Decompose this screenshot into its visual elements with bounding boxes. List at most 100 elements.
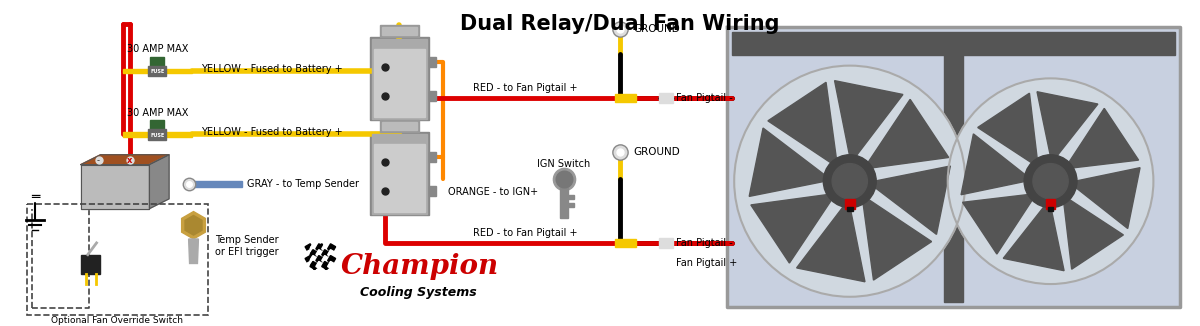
Text: YELLOW - Fused to Battery +: YELLOW - Fused to Battery + (202, 64, 343, 74)
Polygon shape (323, 261, 331, 270)
Polygon shape (863, 199, 931, 280)
Polygon shape (322, 261, 330, 270)
Polygon shape (323, 256, 331, 264)
Polygon shape (768, 82, 836, 164)
Polygon shape (978, 93, 1038, 164)
Text: GROUND: GROUND (634, 24, 680, 34)
Polygon shape (316, 256, 324, 264)
Polygon shape (328, 261, 336, 270)
Polygon shape (382, 123, 416, 130)
Polygon shape (614, 94, 636, 102)
Polygon shape (80, 165, 150, 209)
Polygon shape (428, 91, 437, 101)
Text: ═: ═ (31, 190, 40, 204)
Polygon shape (149, 66, 166, 76)
Polygon shape (834, 81, 902, 157)
Text: -: - (97, 156, 100, 165)
Text: Dual Relay/Dual Fan Wiring: Dual Relay/Dual Fan Wiring (460, 14, 779, 34)
Polygon shape (1045, 199, 1056, 209)
Polygon shape (370, 132, 428, 215)
Text: Fan Pigtail +: Fan Pigtail + (677, 258, 738, 268)
Polygon shape (150, 121, 164, 129)
Text: 30 AMP MAX: 30 AMP MAX (126, 108, 188, 118)
Polygon shape (372, 39, 427, 119)
Text: Champion: Champion (341, 253, 498, 280)
Polygon shape (150, 57, 164, 66)
Polygon shape (316, 244, 324, 252)
Polygon shape (797, 205, 865, 282)
Text: Optional Fan Override Switch: Optional Fan Override Switch (52, 316, 184, 325)
Text: GROUND: GROUND (634, 147, 680, 157)
Text: YELLOW - Fused to Battery +: YELLOW - Fused to Battery + (202, 127, 343, 137)
Polygon shape (311, 256, 319, 264)
Polygon shape (322, 256, 330, 264)
Polygon shape (311, 250, 319, 258)
Text: Temp Sender
or EFI trigger: Temp Sender or EFI trigger (215, 235, 278, 257)
Polygon shape (727, 27, 1180, 306)
Polygon shape (1074, 168, 1140, 229)
Polygon shape (749, 128, 826, 196)
Polygon shape (1003, 205, 1064, 271)
Polygon shape (193, 181, 242, 187)
Polygon shape (188, 239, 198, 263)
Circle shape (948, 78, 1153, 284)
Polygon shape (328, 256, 336, 264)
Polygon shape (428, 186, 437, 196)
Polygon shape (874, 166, 950, 234)
Text: Cooling Systems: Cooling Systems (360, 286, 476, 299)
Circle shape (1033, 164, 1068, 199)
Polygon shape (328, 244, 336, 252)
Polygon shape (428, 57, 437, 67)
Polygon shape (614, 239, 636, 247)
Text: x: x (127, 156, 132, 165)
Polygon shape (305, 244, 313, 252)
Polygon shape (181, 212, 205, 239)
Polygon shape (166, 132, 192, 137)
Polygon shape (317, 244, 325, 252)
Polygon shape (185, 215, 202, 235)
Text: FUSE: FUSE (150, 69, 164, 74)
Circle shape (734, 66, 965, 297)
Text: RED - to Fan Pigtail +: RED - to Fan Pigtail + (473, 83, 577, 93)
Text: 30 AMP MAX: 30 AMP MAX (126, 44, 188, 54)
Text: IGN Switch: IGN Switch (538, 159, 590, 170)
Polygon shape (80, 255, 101, 274)
Text: Fan Pigtail -: Fan Pigtail - (677, 238, 733, 248)
Polygon shape (317, 261, 325, 270)
Text: FUSE: FUSE (150, 133, 164, 138)
Polygon shape (305, 250, 313, 258)
Polygon shape (1048, 207, 1054, 211)
Polygon shape (317, 250, 325, 258)
Text: RED - to Fan Pigtail +: RED - to Fan Pigtail + (473, 228, 577, 238)
Circle shape (823, 155, 876, 208)
Polygon shape (382, 27, 416, 35)
Polygon shape (122, 68, 149, 73)
Polygon shape (310, 250, 318, 258)
Polygon shape (1068, 108, 1139, 168)
Polygon shape (962, 194, 1033, 254)
Polygon shape (373, 49, 425, 117)
Polygon shape (961, 134, 1027, 195)
Circle shape (1024, 155, 1078, 208)
Polygon shape (322, 250, 330, 258)
Polygon shape (568, 195, 574, 199)
Polygon shape (310, 261, 318, 270)
Text: ORANGE - to IGN+: ORANGE - to IGN+ (448, 187, 539, 197)
Polygon shape (310, 256, 318, 264)
Polygon shape (659, 238, 673, 248)
Polygon shape (311, 244, 319, 252)
Polygon shape (732, 32, 1175, 55)
Text: GRAY - to Temp Sender: GRAY - to Temp Sender (247, 179, 359, 189)
Polygon shape (379, 25, 419, 37)
Polygon shape (847, 207, 853, 211)
Polygon shape (310, 244, 318, 252)
Polygon shape (560, 187, 568, 218)
Polygon shape (122, 132, 149, 137)
Polygon shape (659, 93, 673, 103)
Polygon shape (322, 244, 330, 252)
Polygon shape (323, 250, 331, 258)
Polygon shape (166, 68, 192, 73)
Polygon shape (428, 152, 437, 162)
Polygon shape (323, 244, 331, 252)
Polygon shape (328, 250, 336, 258)
